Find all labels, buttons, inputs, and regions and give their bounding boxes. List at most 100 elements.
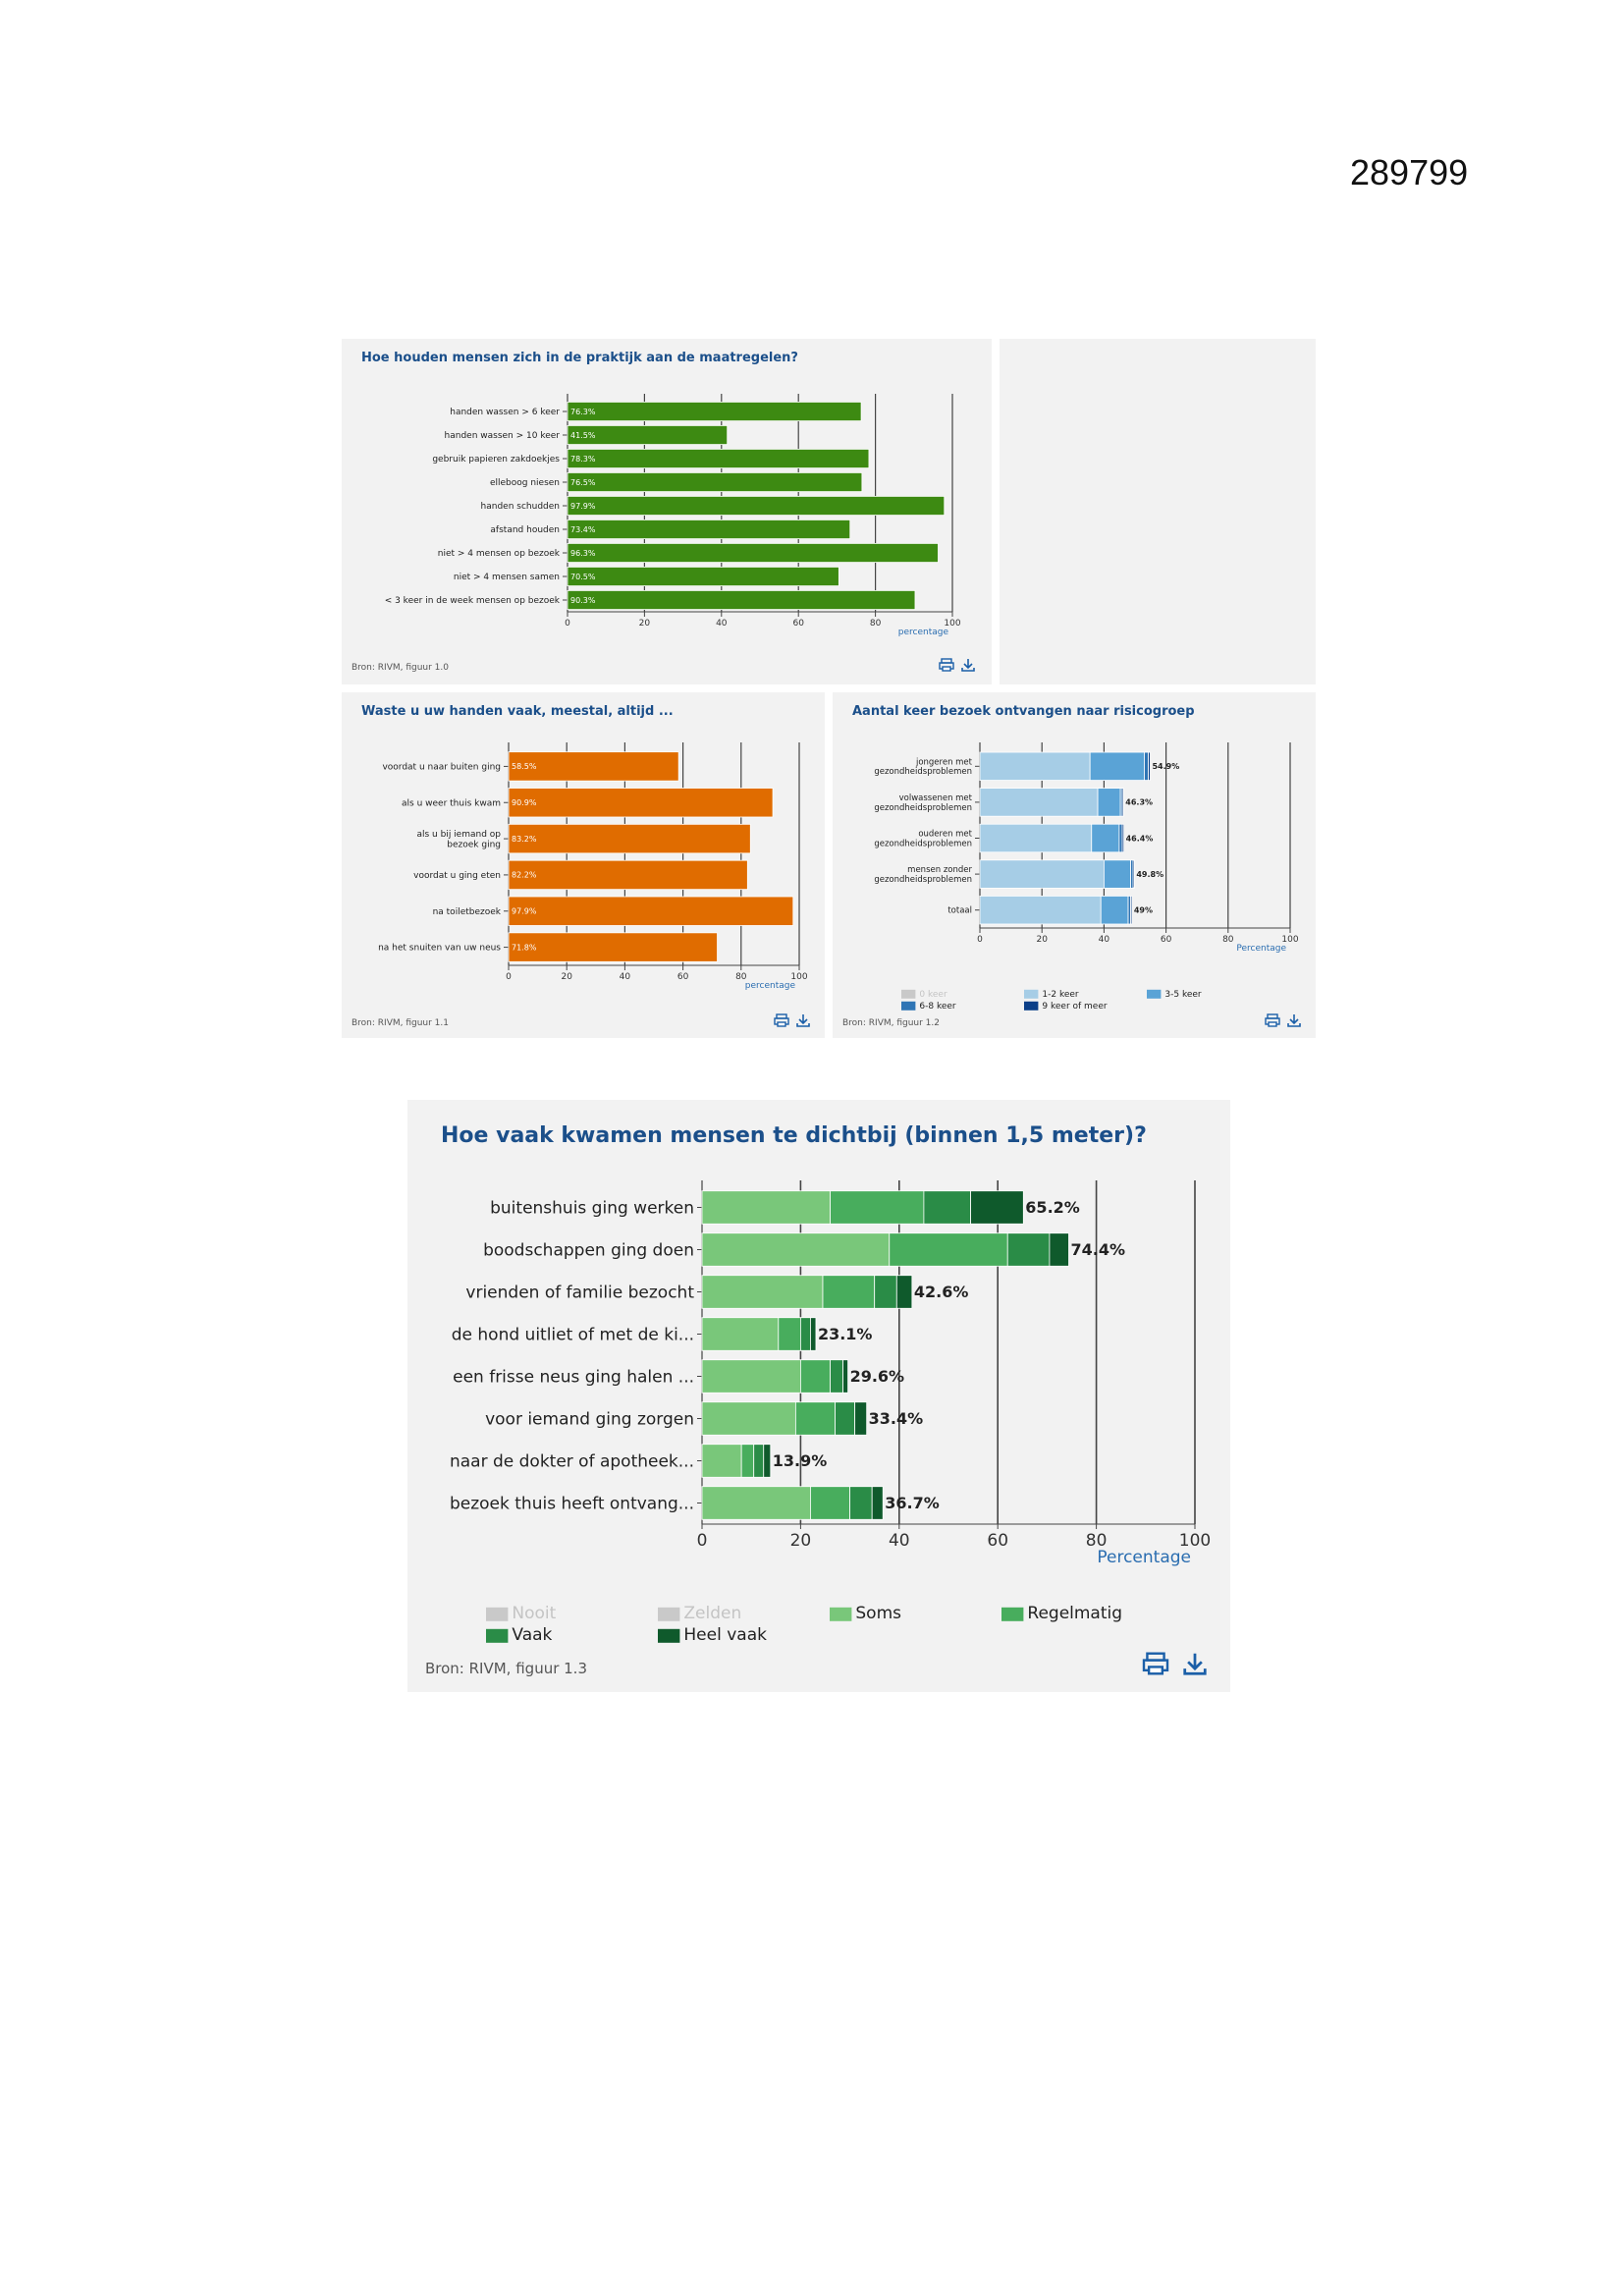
data-label: 29.6% — [850, 1367, 905, 1386]
x-tick-label: 20 — [561, 972, 572, 982]
x-tick-label: 0 — [565, 619, 570, 629]
category-label: na toiletbezoek — [433, 907, 502, 917]
data-label: 23.1% — [818, 1325, 873, 1343]
data-label: 90.3% — [570, 596, 596, 605]
bar — [567, 519, 851, 539]
legend-label: 0 keer — [919, 990, 947, 1000]
bar-segment — [753, 1444, 765, 1478]
x-tick-label: 100 — [944, 619, 960, 629]
data-label: 82.2% — [512, 871, 537, 880]
bar-segment — [1121, 823, 1125, 853]
bar-segment — [1118, 823, 1123, 853]
category-label: gezondheidsproblemen — [874, 767, 972, 777]
x-tick-label: 20 — [1036, 935, 1048, 945]
data-label: 83.2% — [512, 835, 537, 844]
data-label: 76.5% — [570, 478, 596, 487]
legend-swatch — [658, 1607, 680, 1621]
download-icon[interactable] — [960, 658, 976, 672]
bar-segment — [835, 1401, 856, 1436]
chart-actions — [774, 1013, 811, 1027]
bar-segment — [874, 1275, 897, 1309]
x-tick-label: 60 — [987, 1531, 1008, 1551]
bar-segment — [794, 1401, 836, 1436]
chart-title: Hoe vaak kwamen mensen te dichtbij (binn… — [441, 1123, 1147, 1148]
data-label: 96.3% — [570, 549, 596, 558]
category-label: ouderen met — [918, 830, 972, 840]
legend-swatch — [1147, 989, 1162, 999]
document-number: 289799 — [1350, 152, 1469, 192]
bar-segment — [740, 1444, 755, 1478]
data-label: 33.4% — [869, 1409, 924, 1428]
x-tick-label: 80 — [1222, 935, 1234, 945]
source-label: Bron: RIVM, figuur 1.3 — [425, 1660, 587, 1677]
bar-segment — [1148, 751, 1151, 781]
bar — [508, 859, 748, 891]
x-tick-label: 0 — [506, 972, 512, 982]
bar-segment — [701, 1190, 831, 1225]
chart-actions — [1142, 1652, 1209, 1675]
bar-segment — [889, 1232, 1008, 1267]
bar — [567, 566, 839, 586]
legend-swatch — [486, 1607, 509, 1621]
download-icon[interactable] — [795, 1013, 811, 1027]
category-label: gebruik papieren zakdoekjes — [432, 455, 560, 465]
legend-swatch — [1024, 1001, 1039, 1011]
legend-label: Soms — [855, 1604, 901, 1623]
category-label: niet > 4 mensen op bezoek — [438, 549, 561, 559]
data-label: 49.8% — [1136, 870, 1163, 879]
bar — [508, 896, 794, 926]
data-label: 54.9% — [1152, 762, 1179, 771]
legend-label: 6-8 keer — [919, 1002, 956, 1011]
bar-segment — [701, 1401, 796, 1436]
category-label: een frisse neus ging halen ... — [453, 1367, 694, 1387]
category-label: volwassenen met — [899, 793, 973, 803]
bar-segment — [799, 1317, 811, 1351]
x-axis-label: Percentage — [1236, 944, 1286, 954]
print-icon[interactable] — [1265, 1013, 1280, 1027]
data-label: 46.4% — [1126, 834, 1154, 843]
x-tick-label: 80 — [1086, 1531, 1108, 1551]
bar-segment — [763, 1444, 772, 1478]
data-label: 97.9% — [512, 907, 537, 916]
bar — [567, 495, 946, 516]
download-icon[interactable] — [1286, 1013, 1302, 1027]
bar-segment — [1132, 859, 1135, 889]
category-label: elleboog niesen — [490, 478, 560, 488]
print-icon[interactable] — [1142, 1652, 1169, 1675]
bar — [508, 823, 751, 854]
bar — [567, 589, 916, 610]
x-axis-label: percentage — [898, 628, 949, 637]
data-label: 90.9% — [512, 798, 537, 807]
bar-segment — [979, 788, 1099, 817]
bar-segment — [822, 1275, 876, 1309]
print-icon[interactable] — [939, 658, 954, 672]
bar-segment — [701, 1444, 742, 1478]
bar-segment — [810, 1486, 851, 1520]
bar-segment — [701, 1317, 780, 1351]
print-icon[interactable] — [774, 1013, 789, 1027]
category-label: na het snuiten van uw neus — [378, 944, 501, 954]
x-tick-label: 100 — [1179, 1531, 1211, 1551]
bar — [567, 425, 729, 446]
bar-segment — [970, 1190, 1024, 1225]
bar — [567, 402, 862, 422]
x-tick-label: 40 — [1099, 935, 1110, 945]
bar-segment — [830, 1190, 925, 1225]
bar-segment — [1006, 1232, 1051, 1267]
data-label: 41.5% — [570, 431, 596, 440]
x-tick-label: 40 — [889, 1531, 910, 1551]
bar-segment — [778, 1317, 801, 1351]
category-label: als u bij iemand op — [416, 830, 501, 840]
data-label: 42.6% — [914, 1283, 969, 1301]
category-label: < 3 keer in de week mensen op bezoek — [385, 596, 561, 606]
category-label: gezondheidsproblemen — [874, 839, 972, 848]
source-label: Bron: RIVM, figuur 1.0 — [352, 663, 449, 673]
legend-label: Vaak — [512, 1625, 552, 1645]
legend-label: 1-2 keer — [1042, 990, 1079, 1000]
download-icon[interactable] — [1181, 1652, 1209, 1675]
bar — [567, 542, 939, 563]
chart-panel-4: Hoe vaak kwamen mensen te dichtbij (binn… — [407, 1100, 1230, 1692]
